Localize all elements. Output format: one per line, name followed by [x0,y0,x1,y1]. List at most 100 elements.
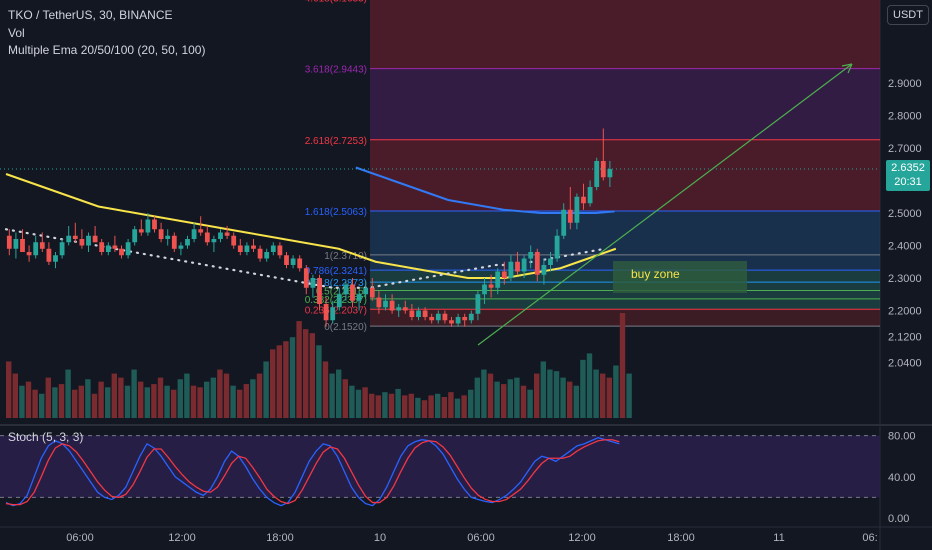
volume-bar [547,369,553,418]
candle-body [86,235,91,246]
candle-body [185,239,190,246]
candle-body [72,235,78,239]
candle-body [6,235,12,249]
ema100-line [5,173,617,279]
volume-bar [494,381,500,418]
volume-bar [39,393,45,418]
volume-bar [593,369,599,418]
candle-body [389,300,395,311]
candle-body [402,307,408,311]
candle-body [158,229,164,239]
candle-body [607,169,613,178]
volume-bar [276,345,282,418]
volume-bar [454,398,461,418]
volume-bar [45,377,51,418]
volume-bar [461,395,467,418]
candle-body [548,258,553,265]
time-tick-label: 06:00 [66,532,94,544]
price-tick-label: 2.8000 [888,111,922,123]
currency-button[interactable]: USDT [887,5,929,25]
time-tick-label: 06: [862,532,877,544]
candle-body [429,317,435,321]
volume-bar [12,373,18,418]
volume-bar [309,333,315,418]
last-price-badge: 2.6352 20:31 [886,160,930,191]
volume-bar [395,388,401,418]
last-price-value: 2.6352 [891,162,925,174]
fib-level-label: 0.786(2.3241) [305,266,367,277]
candle-body [92,235,98,243]
candle-body [138,229,144,233]
volume-bar [296,321,302,418]
volume-bar [573,385,579,418]
volume-bar [520,385,527,418]
candle-body [574,196,580,223]
candle-body [191,229,197,239]
candle-body [442,313,448,321]
volume-bar [217,369,223,418]
volume-bar [78,385,84,418]
fib-level-label: 0.5(2.2615) [316,287,367,298]
candle-body [152,219,157,230]
candle-body [581,196,586,204]
volume-bar [540,361,546,418]
volume-bar [606,377,612,418]
candle-body [53,255,58,262]
candle-body [237,245,243,252]
candle-body [396,307,402,311]
candle-body [383,300,388,308]
candle-body [46,248,52,262]
candle-body [330,307,336,321]
volume-bar [118,377,124,418]
candle-body [534,252,540,275]
volume-bar [98,381,104,418]
candle-body [244,245,250,252]
candle-body [66,235,72,243]
volume-bar [91,393,98,418]
volume-bar [402,395,408,418]
candle-body [231,235,237,246]
volume-bar [144,387,150,418]
stoch-k-line [5,436,620,507]
volume-bar [243,384,249,418]
candle-body [482,284,487,295]
time-tick-label: 12:00 [568,532,596,544]
volume-bar [336,369,342,418]
volume-bar [316,345,322,418]
price-tick-label: 2.7000 [888,143,922,155]
fib-level-label: 0.618(2.2873) [305,278,367,289]
candle-body [224,232,230,236]
fib-zone [370,210,880,255]
buy-zone-label: buy zone [631,267,680,281]
volume-bar [580,359,586,418]
fib-level-label: 3.618(2.9443) [305,65,367,76]
volume-bar [468,389,474,418]
candle-body [79,239,85,246]
candle-body [277,245,283,256]
candle-body [13,239,19,249]
volume-bar [586,353,593,418]
price-tick-label: 2.3000 [888,273,922,285]
candle-body [600,161,606,178]
candle-body [416,310,421,317]
candle-body [105,245,111,252]
volume-bar [124,385,131,418]
volume-bar [171,389,177,418]
volume-bar [487,373,494,418]
fib-zone [370,139,880,211]
candle-body [369,287,375,298]
volume-bar [131,369,137,418]
price-tick-label: 2.1200 [888,332,922,344]
candle-body [363,287,369,295]
countdown-timer: 20:31 [894,176,922,188]
volume-bar [501,384,507,418]
volume-bar [613,365,619,418]
symbol-title: TKO / TetherUS, 30, BINANCE [8,8,173,22]
time-tick-label: 18:00 [667,532,695,544]
time-tick-label: 10 [374,532,386,544]
fib-level-label: 0.236(2.2037) [305,305,367,316]
volume-bar [52,387,58,418]
candle-body [376,297,382,308]
volume-bar [230,385,236,418]
